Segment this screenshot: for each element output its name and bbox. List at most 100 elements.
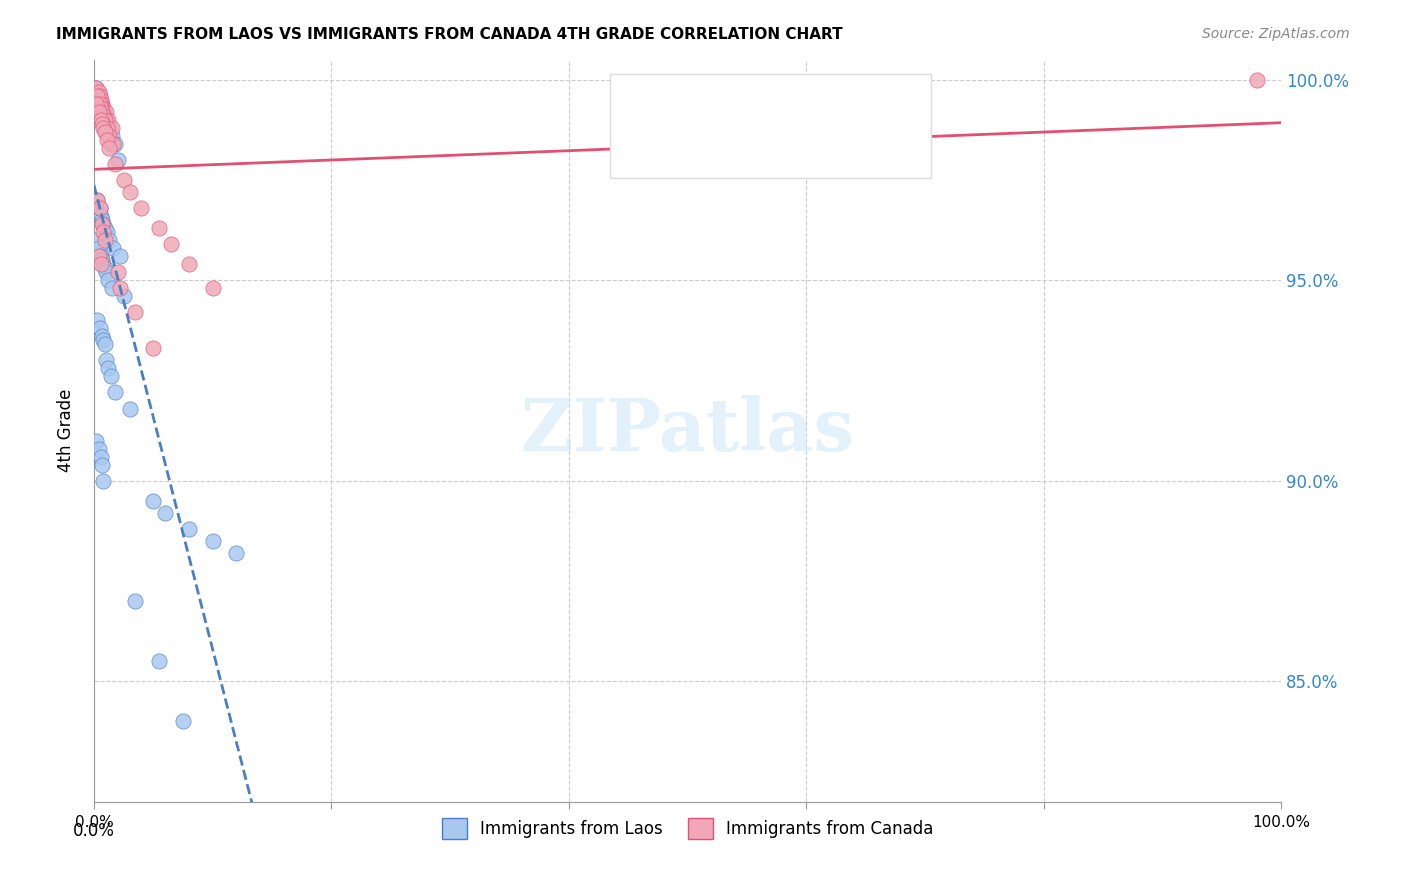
Point <box>93 474 115 488</box>
Point <box>98 141 121 155</box>
Text: 0.0%: 0.0% <box>73 822 115 839</box>
Point <box>160 237 183 252</box>
Text: 0.0%: 0.0% <box>75 814 114 830</box>
Point <box>84 80 107 95</box>
Point <box>104 157 127 171</box>
Point <box>93 112 115 127</box>
Point <box>97 273 120 287</box>
Point <box>94 104 117 119</box>
Bar <box>634 127 669 156</box>
Point <box>97 120 120 135</box>
Point <box>93 257 115 271</box>
Point <box>91 458 114 472</box>
Point <box>91 117 114 131</box>
Point <box>107 265 129 279</box>
Point <box>100 281 122 295</box>
Point <box>91 112 114 127</box>
Point <box>100 120 122 135</box>
Point <box>89 321 111 335</box>
Point <box>90 450 112 464</box>
Point <box>93 109 115 123</box>
Point <box>89 201 111 215</box>
Point <box>89 93 111 107</box>
Point <box>94 125 117 139</box>
Text: N = 46: N = 46 <box>776 132 844 150</box>
Point <box>93 261 115 276</box>
Point <box>124 594 146 608</box>
Point <box>86 85 108 99</box>
Point <box>104 385 127 400</box>
Point <box>91 104 114 119</box>
Point <box>101 136 124 151</box>
Point <box>225 546 247 560</box>
Bar <box>634 89 669 119</box>
Text: 100.0%: 100.0% <box>1251 814 1310 830</box>
Point <box>86 193 108 207</box>
Point <box>93 120 115 135</box>
Point <box>91 213 114 227</box>
Point <box>87 104 110 119</box>
Point <box>98 233 121 247</box>
Legend: Immigrants from Laos, Immigrants from Canada: Immigrants from Laos, Immigrants from Ca… <box>434 812 941 846</box>
Text: ZIPatlas: ZIPatlas <box>520 395 855 467</box>
Point <box>87 241 110 255</box>
Point <box>93 120 115 135</box>
Point <box>93 233 115 247</box>
Point <box>86 88 108 103</box>
Point <box>96 225 118 239</box>
Point <box>101 241 124 255</box>
Point <box>118 185 141 199</box>
Point <box>89 96 111 111</box>
Point <box>94 265 117 279</box>
Point <box>94 353 117 368</box>
Point <box>131 201 153 215</box>
Point <box>91 101 114 115</box>
Point <box>87 249 110 263</box>
Point <box>93 125 115 139</box>
Point <box>87 85 110 99</box>
Point <box>91 101 114 115</box>
Point <box>91 217 114 231</box>
Point <box>84 96 107 111</box>
Text: IMMIGRANTS FROM LAOS VS IMMIGRANTS FROM CANADA 4TH GRADE CORRELATION CHART: IMMIGRANTS FROM LAOS VS IMMIGRANTS FROM … <box>56 27 842 42</box>
Point <box>90 249 112 263</box>
Point <box>93 104 115 119</box>
Point <box>90 101 112 115</box>
Point <box>97 128 120 143</box>
Point <box>93 221 115 235</box>
Point <box>98 128 121 143</box>
Point <box>93 109 115 123</box>
Point <box>112 289 135 303</box>
Point <box>142 493 165 508</box>
Point <box>94 112 117 127</box>
Point <box>90 209 112 223</box>
Point <box>86 193 108 207</box>
Point <box>87 104 110 119</box>
Point <box>90 93 112 107</box>
Point <box>96 133 118 147</box>
Point <box>112 173 135 187</box>
Point <box>100 128 122 143</box>
Point <box>84 80 107 95</box>
Point <box>177 257 200 271</box>
Point <box>153 506 176 520</box>
Point <box>93 337 115 351</box>
Point <box>1246 72 1268 87</box>
Point <box>93 101 115 115</box>
Point <box>84 233 107 247</box>
Point <box>90 112 112 127</box>
Point <box>148 221 170 235</box>
Point <box>90 96 112 111</box>
Point <box>90 257 112 271</box>
Point <box>124 305 146 319</box>
Text: R =  0.312: R = 0.312 <box>682 132 778 150</box>
Y-axis label: 4th Grade: 4th Grade <box>58 389 75 472</box>
Point <box>91 96 114 111</box>
Point <box>93 117 115 131</box>
Point <box>91 329 114 343</box>
Point <box>89 201 111 215</box>
Point <box>98 120 121 135</box>
Point <box>108 249 131 263</box>
Point <box>90 109 112 123</box>
Point <box>100 369 122 384</box>
